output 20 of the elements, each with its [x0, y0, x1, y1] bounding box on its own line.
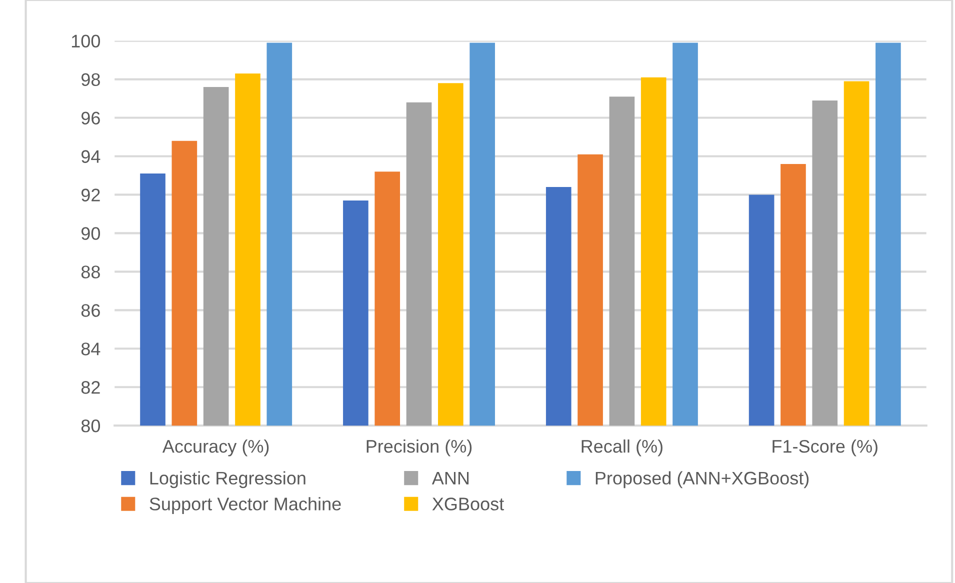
legend-label: ANN: [432, 472, 469, 484]
legend-label: XGBoost: [432, 498, 504, 510]
y-tick-label: 100: [72, 34, 100, 48]
legend-label: Support Vector Machine: [150, 497, 341, 514]
y-tick-label: 88: [81, 266, 100, 278]
x-tick-label: Recall (%): [582, 439, 662, 456]
y-tick-label: 92: [81, 188, 100, 202]
y-tick-label: 84: [81, 342, 100, 356]
y-tick-label: 98: [81, 73, 100, 86]
x-tick-label: Precision (%): [366, 439, 472, 456]
y-tick-label: 96: [81, 112, 100, 124]
x-tick-label: Accuracy (%): [162, 439, 269, 456]
x-tick-label: F1-Score (%): [772, 439, 878, 456]
y-tick-label: 90: [81, 227, 100, 240]
legend-label: Proposed (ANN+XGBoost): [596, 471, 809, 488]
y-tick-label: 86: [81, 304, 100, 317]
y-tick-label: 82: [81, 381, 100, 394]
y-tick-label: 80: [81, 420, 100, 432]
y-tick-label: 94: [81, 150, 100, 163]
legend-label: Logistic Regression: [150, 471, 306, 488]
